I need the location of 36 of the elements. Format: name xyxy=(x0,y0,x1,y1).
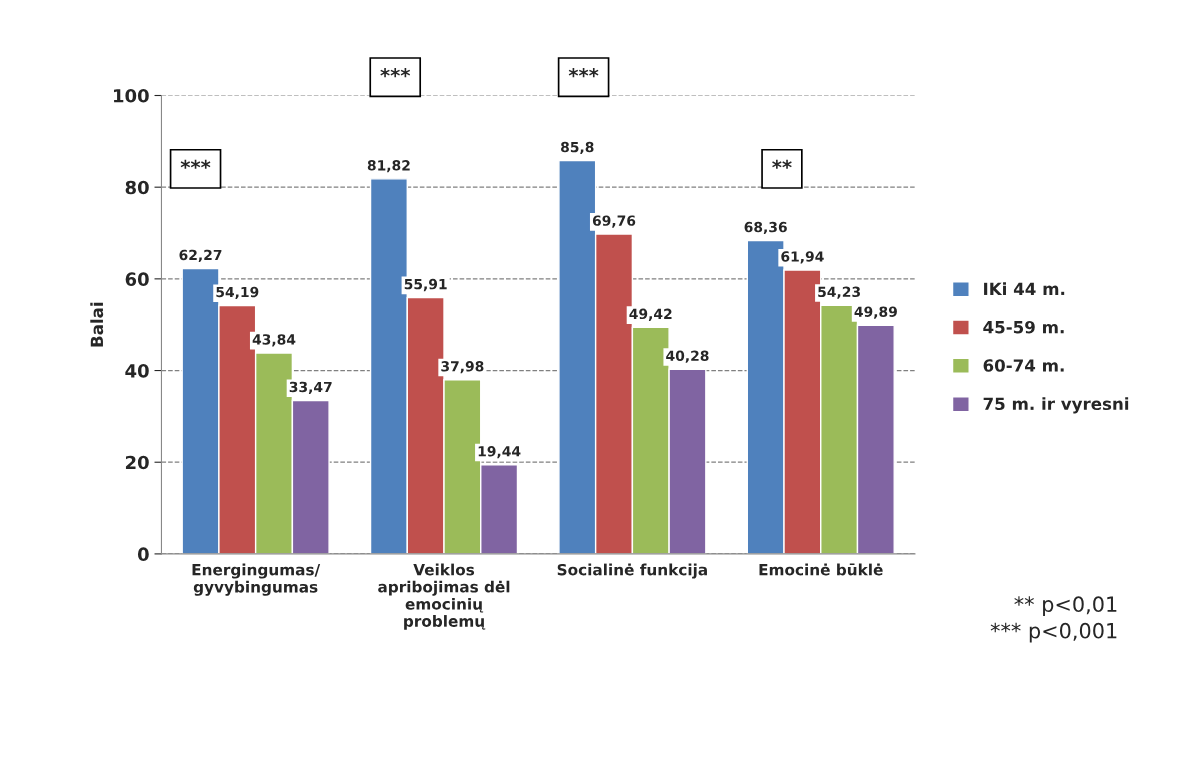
data-label: 69,76 xyxy=(592,215,636,228)
annotation: ** xyxy=(772,159,792,169)
data-label: 61,94 xyxy=(781,251,824,264)
data-label: 55,91 xyxy=(404,278,447,292)
data-label: 33,47 xyxy=(289,381,332,394)
data-label: 54,23 xyxy=(818,286,860,299)
data-label: 68,36 xyxy=(744,221,787,235)
x-tick-label: Veiklos apribojimas dėl emocinių problemų xyxy=(378,563,510,630)
y-tick-label: 20 xyxy=(125,455,149,470)
data-label: 49,42 xyxy=(629,308,672,321)
x-tick-label: Emocinė būklė xyxy=(759,563,883,576)
text: *** xyxy=(568,68,599,78)
data-label: 62,27 xyxy=(179,249,222,262)
data-label: 85,8 xyxy=(561,141,594,155)
text: ** p<0,01 *** p<0,001 xyxy=(990,596,1117,643)
data-label: 81,82 xyxy=(367,160,410,173)
legend-label: IKi 44 m. xyxy=(984,282,1065,295)
data-label: 54,19 xyxy=(216,286,259,300)
data-label: 49,89 xyxy=(854,306,897,319)
y-tick-label: 0 xyxy=(137,547,149,562)
y-tick-label: 80 xyxy=(125,180,149,195)
legend-label: 60-74 m. xyxy=(983,359,1064,372)
legend-label: 45-59 m. xyxy=(983,320,1064,334)
x-tick-label: Socialinė funkcija xyxy=(557,563,707,579)
y-tick-label: 40 xyxy=(125,364,149,378)
y-tick-label: 100 xyxy=(114,88,149,103)
data-label: 40,28 xyxy=(666,350,709,363)
text: *** xyxy=(380,68,411,78)
data-label: 37,98 xyxy=(441,361,484,374)
y-axis-title: Balai xyxy=(90,302,104,347)
data-label: 19,44 xyxy=(478,446,521,459)
x-tick-label: Energingumas/ gyvybingumas xyxy=(192,563,321,596)
y-tick-label: 60 xyxy=(125,272,149,286)
annotation: *** xyxy=(180,159,211,169)
legend-label: 75 m. ir vyresni xyxy=(983,397,1129,414)
data-label: 43,84 xyxy=(252,334,296,347)
